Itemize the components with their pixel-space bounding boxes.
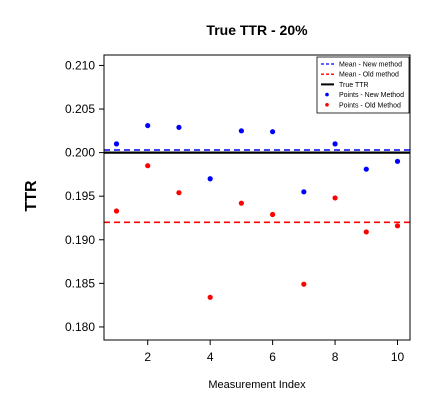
legend-swatch-points-old-method bbox=[325, 103, 329, 107]
legend-label-mean-old-method: Mean - Old method bbox=[339, 72, 399, 79]
x-tick-label: 10 bbox=[391, 350, 405, 364]
x-tick-label: 4 bbox=[207, 350, 214, 364]
y-tick-label: 0.180 bbox=[65, 320, 95, 334]
y-tick-label: 0.190 bbox=[65, 233, 95, 247]
x-tick-label: 6 bbox=[269, 350, 276, 364]
chart-title: True TTR - 20% bbox=[206, 22, 308, 38]
point-old-method bbox=[395, 223, 400, 228]
point-old-method bbox=[332, 195, 337, 200]
x-tick-label: 2 bbox=[144, 350, 151, 364]
legend-label-mean-new-method: Mean - New method bbox=[339, 62, 402, 69]
point-new-method bbox=[114, 141, 119, 146]
point-old-method bbox=[208, 295, 213, 300]
y-axis-label: TTR bbox=[23, 180, 40, 212]
point-old-method bbox=[364, 229, 369, 234]
point-old-method bbox=[239, 201, 244, 206]
point-old-method bbox=[114, 208, 119, 213]
plot-layer bbox=[104, 123, 410, 300]
y-tick-label: 0.185 bbox=[65, 276, 95, 290]
legend-label-true-ttr: True TTR bbox=[339, 82, 369, 89]
x-tick-label: 8 bbox=[332, 350, 339, 364]
legend-label-points-old-method: Points - Old Method bbox=[339, 102, 401, 109]
point-new-method bbox=[301, 189, 306, 194]
point-old-method bbox=[145, 163, 150, 168]
legend-swatch-points-new-method bbox=[325, 93, 329, 97]
y-axis: 0.180 0.185 0.190 0.195 0.200 0.205 0.210 bbox=[65, 58, 104, 333]
point-new-method bbox=[332, 141, 337, 146]
y-tick-label: 0.210 bbox=[65, 58, 95, 72]
point-new-method bbox=[395, 159, 400, 164]
y-tick-label: 0.195 bbox=[65, 189, 95, 203]
point-old-method bbox=[176, 190, 181, 195]
point-new-method bbox=[176, 125, 181, 130]
legend: Mean - New method Mean - Old method True T… bbox=[317, 57, 409, 113]
point-old-method bbox=[301, 282, 306, 287]
x-axis: 2 4 6 8 10 bbox=[144, 340, 404, 364]
point-new-method bbox=[239, 128, 244, 133]
y-tick-label: 0.205 bbox=[65, 102, 95, 116]
point-new-method bbox=[208, 176, 213, 181]
x-axis-label: Measurement Index bbox=[208, 379, 306, 391]
legend-label-points-new-method: Points - New Method bbox=[339, 92, 404, 99]
point-old-method bbox=[270, 212, 275, 217]
y-tick-label: 0.200 bbox=[65, 146, 95, 160]
point-new-method bbox=[270, 129, 275, 134]
point-new-method bbox=[364, 167, 369, 172]
point-new-method bbox=[145, 123, 150, 128]
